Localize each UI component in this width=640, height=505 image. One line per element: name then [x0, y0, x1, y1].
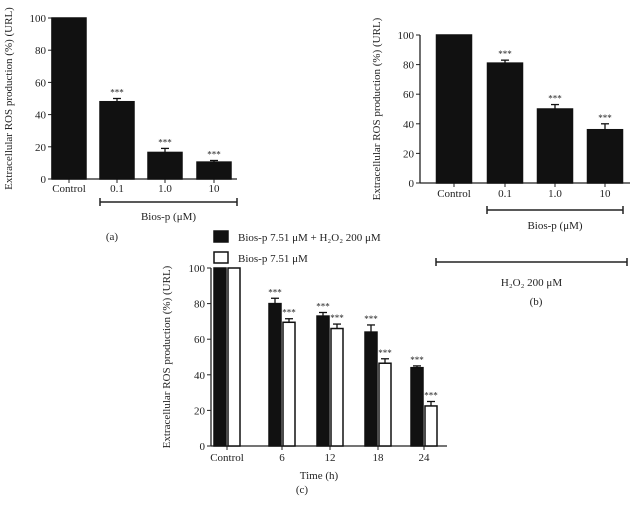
- y-tick-label: 40: [403, 119, 415, 131]
- y-tick-label: 20: [194, 405, 206, 417]
- y-tick-label: 60: [35, 77, 47, 89]
- y-tick-label: 20: [403, 148, 415, 160]
- x-tick-label: 1.0: [548, 188, 562, 200]
- bar: [364, 331, 378, 447]
- panel-label: (a): [106, 231, 119, 243]
- bar: [486, 62, 524, 184]
- bar: [282, 321, 296, 447]
- y-tick-label: 100: [398, 30, 415, 42]
- bar: [316, 315, 330, 447]
- bar: [268, 302, 282, 447]
- bar: [586, 128, 624, 184]
- y-tick-label: 0: [200, 441, 206, 453]
- x-tick-label: Control: [210, 452, 244, 464]
- bar: [196, 161, 232, 180]
- y-tick-label: 80: [35, 45, 47, 57]
- significance-label: ***: [498, 49, 512, 59]
- legend-label: Bios-p 7.51 μM + H₂O₂ 200 μM: [238, 232, 381, 244]
- x-tick-label: 12: [325, 452, 336, 464]
- bracket-label: Bios-p (μM): [141, 211, 196, 223]
- significance-label: ***: [268, 287, 282, 297]
- significance-label: ***: [378, 348, 392, 358]
- y-tick-label: 80: [194, 299, 206, 311]
- y-axis-label: Extracellular ROS production (%) (URL): [371, 17, 383, 200]
- x-tick-label: Control: [437, 188, 471, 200]
- y-axis-label: Extracellular ROS production (%) (URL): [3, 7, 15, 190]
- bar: [378, 362, 392, 447]
- x-tick-label: 6: [279, 452, 285, 464]
- bar: [213, 267, 227, 447]
- significance-label: ***: [282, 308, 296, 318]
- legend-swatch: [213, 251, 229, 264]
- bar: [227, 267, 241, 447]
- bracket-label: Bios-p (μM): [527, 220, 582, 232]
- x-tick-label: 24: [419, 452, 431, 464]
- x-tick-label: 0.1: [110, 183, 124, 195]
- bar: [51, 17, 87, 180]
- significance-label: ***: [424, 391, 438, 401]
- legend-swatch: [213, 230, 229, 243]
- legend-label: Bios-p 7.51 μM: [238, 253, 308, 265]
- significance-label: ***: [410, 355, 424, 365]
- y-tick-label: 20: [35, 142, 47, 154]
- significance-label: ***: [316, 302, 330, 312]
- bar: [435, 34, 473, 184]
- bar: [99, 100, 135, 180]
- significance-label: ***: [158, 137, 172, 147]
- bar: [536, 108, 574, 184]
- x-axis-label: Time (h): [300, 470, 339, 482]
- y-tick-label: 60: [403, 89, 415, 101]
- y-tick-label: 40: [194, 370, 206, 382]
- y-tick-label: 0: [409, 178, 415, 190]
- bar: [330, 327, 344, 447]
- y-tick-label: 60: [194, 334, 206, 346]
- y-tick-label: 40: [35, 110, 47, 122]
- x-tick-label: 10: [209, 183, 221, 195]
- bar: [410, 366, 424, 447]
- x-tick-label: 1.0: [158, 183, 172, 195]
- x-tick-label: 0.1: [498, 188, 512, 200]
- panel-label: (b): [530, 296, 543, 308]
- x-tick-label: Control: [52, 183, 86, 195]
- panel-label: (c): [296, 484, 309, 496]
- bar: [147, 151, 183, 180]
- significance-label: ***: [330, 313, 344, 323]
- y-tick-label: 0: [41, 174, 47, 186]
- significance-label: ***: [548, 94, 562, 104]
- y-tick-label: 100: [30, 13, 47, 25]
- y-tick-label: 80: [403, 60, 415, 72]
- y-tick-label: 100: [189, 263, 206, 275]
- significance-label: ***: [598, 113, 612, 123]
- x-tick-label: 10: [600, 188, 612, 200]
- significance-label: ***: [364, 314, 378, 324]
- significance-label: ***: [207, 149, 221, 159]
- significance-label: ***: [110, 88, 124, 98]
- x-tick-label: 18: [373, 452, 385, 464]
- y-axis-label: Extracellular ROS production (%) (URL): [161, 265, 173, 448]
- bracket-label: H₂O₂ 200 μM: [501, 277, 562, 289]
- bar: [424, 405, 438, 447]
